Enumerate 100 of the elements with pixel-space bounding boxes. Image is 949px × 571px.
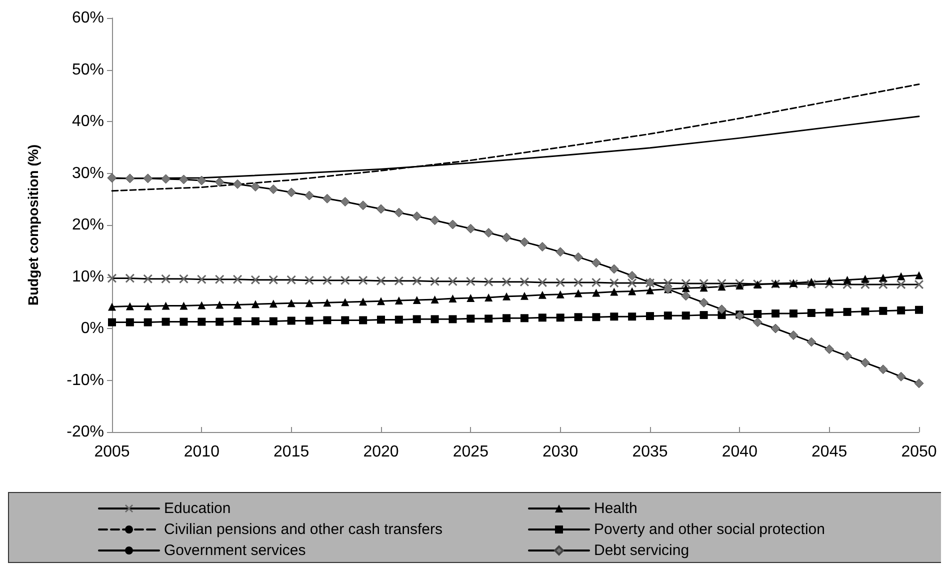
point (108, 274, 116, 283)
point (861, 307, 870, 316)
legend-label: Government services (164, 542, 306, 559)
point (198, 318, 206, 326)
point (161, 274, 170, 284)
y-tick-label: 10% (72, 268, 104, 286)
point (664, 312, 672, 320)
point (754, 310, 762, 318)
point (162, 302, 170, 310)
point (484, 314, 493, 323)
y-tick-label: 50% (72, 61, 104, 78)
point (807, 308, 816, 317)
point (807, 278, 816, 286)
y-tick-label: 0% (80, 320, 104, 337)
point (323, 316, 332, 324)
point (520, 237, 530, 247)
point (628, 278, 637, 288)
point (825, 308, 834, 316)
point (394, 296, 403, 305)
point (180, 302, 188, 310)
legend-label: Education (164, 500, 231, 517)
point (376, 276, 386, 286)
point (896, 372, 906, 382)
point (682, 284, 690, 292)
point (126, 318, 134, 326)
point (216, 300, 224, 309)
point (716, 304, 726, 314)
point (412, 276, 422, 286)
point (466, 224, 476, 234)
point (268, 275, 278, 284)
point (322, 194, 332, 204)
point (305, 299, 314, 308)
point (359, 298, 368, 306)
point (323, 298, 332, 307)
point (806, 337, 816, 347)
point (250, 275, 260, 284)
point (502, 314, 511, 322)
y-tick-label: 30% (72, 164, 104, 182)
point (394, 208, 404, 218)
point (198, 301, 206, 310)
point (126, 302, 134, 310)
point (108, 302, 116, 311)
point (538, 278, 547, 287)
point (556, 290, 564, 298)
point (251, 317, 260, 326)
point (574, 252, 584, 262)
point (143, 174, 153, 184)
point (574, 313, 582, 322)
point (520, 292, 528, 300)
point (197, 274, 206, 284)
point (179, 274, 188, 284)
point (448, 315, 457, 324)
point (250, 182, 260, 192)
point (180, 318, 188, 326)
point (394, 316, 403, 324)
point (699, 298, 709, 308)
point (610, 288, 618, 296)
point (125, 174, 135, 184)
x-tick-label: 2050 (901, 444, 937, 460)
point (269, 300, 278, 308)
point (287, 299, 296, 308)
point (377, 316, 385, 324)
x-tick-label: 2045 (812, 444, 848, 460)
point (107, 173, 117, 183)
y-tick-label: -20% (66, 424, 104, 440)
point (144, 318, 152, 326)
point (359, 316, 368, 324)
x-tick-label: 2010 (184, 444, 220, 460)
point (609, 264, 619, 274)
point (592, 313, 600, 322)
point (196, 176, 206, 186)
point (896, 280, 906, 290)
x-tick-label: 2040 (722, 444, 758, 460)
point (234, 300, 242, 309)
point (376, 204, 386, 214)
point (610, 278, 619, 288)
point (789, 309, 798, 318)
point (915, 271, 923, 280)
point (718, 282, 726, 291)
point (430, 216, 440, 226)
point (843, 276, 852, 284)
point (628, 287, 636, 296)
point (430, 315, 439, 324)
y-tick-label: -10% (66, 372, 104, 389)
point (502, 292, 511, 300)
y-tick-label: 40% (72, 113, 104, 130)
point (162, 318, 170, 326)
point (878, 364, 888, 374)
point (358, 200, 368, 210)
point (897, 272, 906, 280)
y-axis-title: Budget composition (%) (25, 144, 41, 306)
point (502, 232, 512, 242)
point (394, 276, 404, 286)
point (592, 278, 601, 287)
point (305, 316, 314, 325)
point (430, 276, 440, 286)
point (430, 296, 439, 304)
x-tick-label: 2035 (632, 444, 668, 460)
point (286, 275, 296, 284)
point (574, 289, 582, 298)
